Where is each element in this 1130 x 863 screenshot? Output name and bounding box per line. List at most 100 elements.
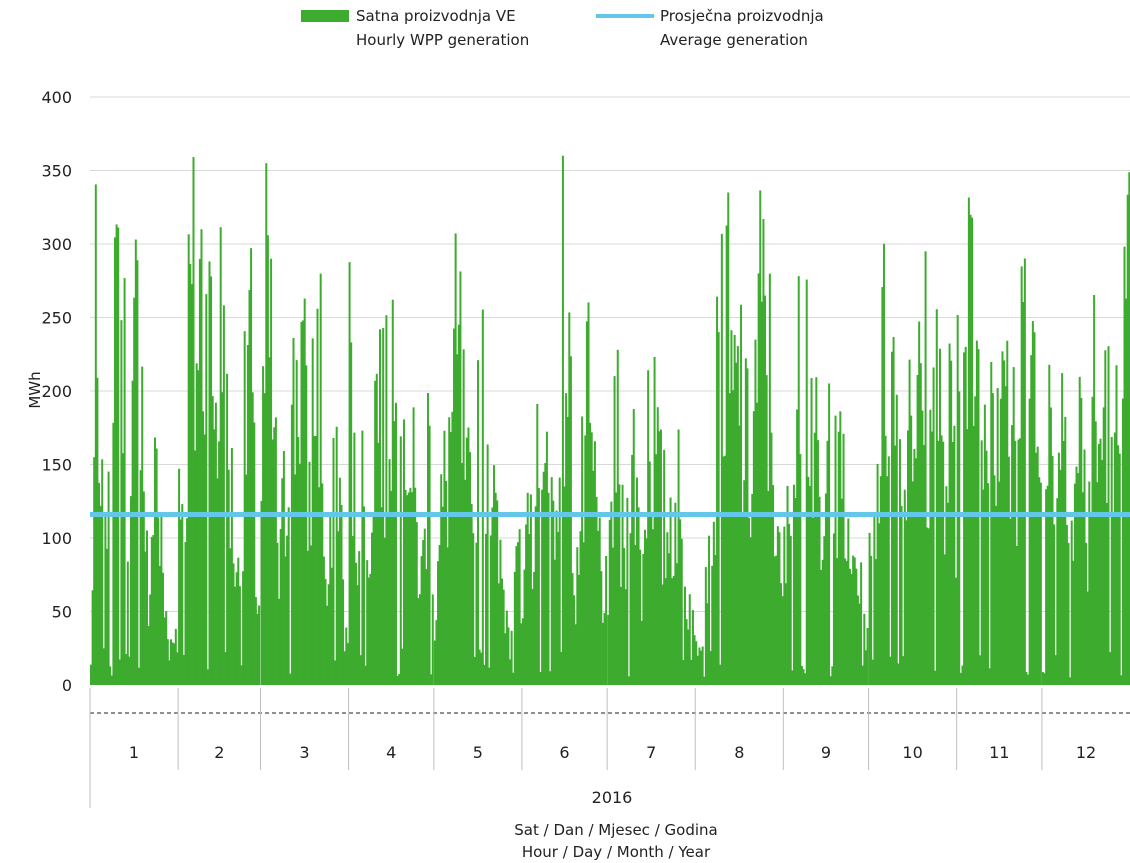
generation-bar [807,476,810,685]
generation-bar [504,633,507,685]
generation-bar [549,671,552,685]
generation-bar [270,258,273,685]
generation-bar [741,513,744,685]
generation-bar [402,419,405,685]
generation-bar [911,481,914,685]
generation-bar [214,402,217,685]
generation-bar [295,360,298,685]
generation-bar [362,506,365,685]
generation-bar [740,304,743,685]
legend: Satna proizvodnja VE Hourly WPP generati… [301,7,824,49]
generation-bar [430,674,433,685]
generation-bar [1062,440,1065,685]
generation-bar [162,572,164,685]
generation-bar [698,647,701,685]
legend-label-average-hr: Prosječna proizvodnja [660,7,824,25]
generation-bar [714,554,717,685]
generation-bar [203,434,206,685]
generation-bar [789,535,792,685]
generation-bar [342,579,345,685]
generation-bar [868,532,871,685]
generation-bar [529,494,532,685]
generation-bar [282,451,285,685]
generation-bar [377,442,380,685]
generation-bar [488,667,491,685]
generation-bar [873,512,876,685]
month-label: 6 [559,743,569,762]
generation-bar [509,659,512,685]
generation-bar [441,506,444,685]
generation-bar [477,360,480,685]
generation-bar [278,598,281,685]
generation-bar [996,388,999,685]
generation-bar [1083,449,1086,685]
generation-bar [757,273,760,685]
generation-bar [358,551,361,685]
generation-bar [889,656,892,685]
generation-bar [553,559,556,685]
generation-bar [573,595,576,685]
generation-bar [150,536,153,685]
y-tick-label: 400 [41,88,72,107]
generation-bar [544,463,547,685]
generation-bar [1105,503,1108,685]
generation-bar [595,496,598,685]
generation-bar [144,551,147,685]
generation-bar [637,507,640,685]
generation-bar [1089,513,1092,685]
generation-bar [629,533,632,685]
generation-bar [327,584,330,685]
generation-bar [582,542,585,685]
generation-bar [210,276,213,685]
generation-bar [712,521,715,685]
generation-bar [568,312,571,685]
generation-bar [130,496,132,685]
generation-bar [423,528,426,685]
generation-bar [417,598,420,685]
generation-bar [457,324,460,685]
generation-bar [118,659,121,685]
generation-bar [844,558,847,685]
generation-bar [138,667,140,685]
generation-bar [399,436,402,685]
x-axis-title-hr: Sat / Dan / Mjesec / Godina [514,821,717,839]
generation-bar [706,603,709,685]
generation-bar [382,327,385,685]
generation-bar [1081,492,1084,685]
generation-bar [982,489,985,685]
y-tick-label: 0 [62,676,72,695]
generation-bar [738,425,741,685]
generation-bar [664,578,667,685]
generation-bar [1067,542,1070,685]
generation-bar [219,227,222,686]
generation-bar [624,589,627,685]
generation-bar [966,429,969,685]
generation-bar [438,545,441,685]
generation-bar [483,664,486,685]
generation-bar [359,655,362,685]
generation-bar [1043,673,1046,685]
generation-bar [122,453,124,685]
month-label: 3 [299,743,309,762]
generation-bar [102,648,105,685]
generation-bar [459,271,462,685]
generation-bar [104,514,107,685]
generation-bar [322,556,325,685]
generation-bar [232,563,235,685]
generation-bar [155,448,158,685]
generation-bar [158,565,161,685]
generation-bar [112,422,115,685]
generation-bar [696,655,699,685]
generation-bar [422,540,425,685]
generation-bar [128,656,131,685]
generation-bar [321,483,324,685]
generation-bar [125,654,128,685]
generation-bar [950,360,953,685]
generation-bar [927,528,930,685]
generation-bar [480,652,483,685]
generation-bar [454,233,457,686]
generation-bar [648,461,651,685]
generation-bar [262,366,265,685]
generation-bar [892,337,895,685]
generation-bar [494,492,497,685]
